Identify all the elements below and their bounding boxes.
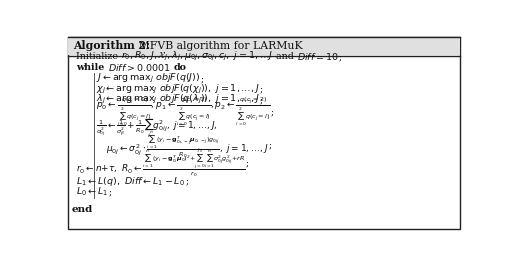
Text: $p_0 \leftarrow \frac{q(c_j{=}0)}{\sum_{l=0}^{2}q(c_j{=}l)}, p_1 \leftarrow \fra: $p_0 \leftarrow \frac{q(c_j{=}0)}{\sum_{… [96,96,271,128]
Text: $J \leftarrow \mathrm{arg\,max}_J\ objF(q(J))$: $J \leftarrow \mathrm{arg\,max}_J\ objF(… [96,72,200,85]
Text: ;: ; [271,108,274,117]
Text: end: end [72,205,93,214]
Text: ;: ; [260,95,263,104]
Text: $Diff > 0.0001$: $Diff > 0.0001$ [108,62,170,73]
Text: ;: ; [260,85,263,93]
Text: $Diff = 10$: $Diff = 10$ [297,51,339,62]
Text: do: do [174,63,186,72]
Text: ;: ; [339,53,342,61]
Text: MFVB algorithm for LARMuK: MFVB algorithm for LARMuK [135,41,303,51]
Text: $r_0 \leftarrow n{+}\tau,\ R_0 \leftarrow \frac{\sum_{i=1}^{n}(y_i - \mathbf{g}_: $r_0 \leftarrow n{+}\tau,\ R_0 \leftarro… [76,147,246,179]
Text: ;: ; [246,158,249,167]
Text: $\frac{1}{\sigma_{0j}^2} \leftarrow \frac{1}{\sigma_{\beta}^2} + \frac{1}{R_0}\s: $\frac{1}{\sigma_{0j}^2} \leftarrow \fra… [96,116,218,140]
Text: ;: ; [269,140,272,149]
Text: $r_0, R_0, J, \mathcal{X}_j, \lambda_j, \mu_{0j}, \sigma_{0j}, c_j,\ j=1,\ldots : $r_0, R_0, J, \mathcal{X}_j, \lambda_j, … [122,50,273,63]
FancyBboxPatch shape [67,37,460,55]
Text: Algorithm 2:: Algorithm 2: [73,40,150,51]
Text: $\lambda_j \leftarrow \mathrm{arg\,max}_J\ objF(q(\lambda_j)),\ j=1,\ldots,J$: $\lambda_j \leftarrow \mathrm{arg\,max}_… [96,93,260,106]
Text: ;: ; [185,177,188,185]
Text: $\mu_{0j} \leftarrow \sigma_{0j}^2 \cdot \frac{\sum_{i=1}^{n}(y_i - \mathbf{g}_{: $\mu_{0j} \leftarrow \sigma_{0j}^2 \cdot… [106,130,269,160]
Text: $L_0 \leftarrow L_1$: $L_0 \leftarrow L_1$ [76,186,109,198]
Text: and: and [273,53,297,61]
Text: ;: ; [109,188,112,197]
Text: Initialize: Initialize [76,53,122,61]
Text: $L_1 \leftarrow L(q),\ Diff \leftarrow L_1 - L_0$: $L_1 \leftarrow L(q),\ Diff \leftarrow L… [76,175,185,188]
Text: while: while [76,63,108,72]
Text: $\chi_j \leftarrow \mathrm{arg\,max}_J\ objF(q(\chi_j)),\ j=1,\ldots,J$: $\chi_j \leftarrow \mathrm{arg\,max}_J\ … [96,83,260,96]
Text: ;: ; [200,74,203,83]
FancyBboxPatch shape [67,37,460,229]
